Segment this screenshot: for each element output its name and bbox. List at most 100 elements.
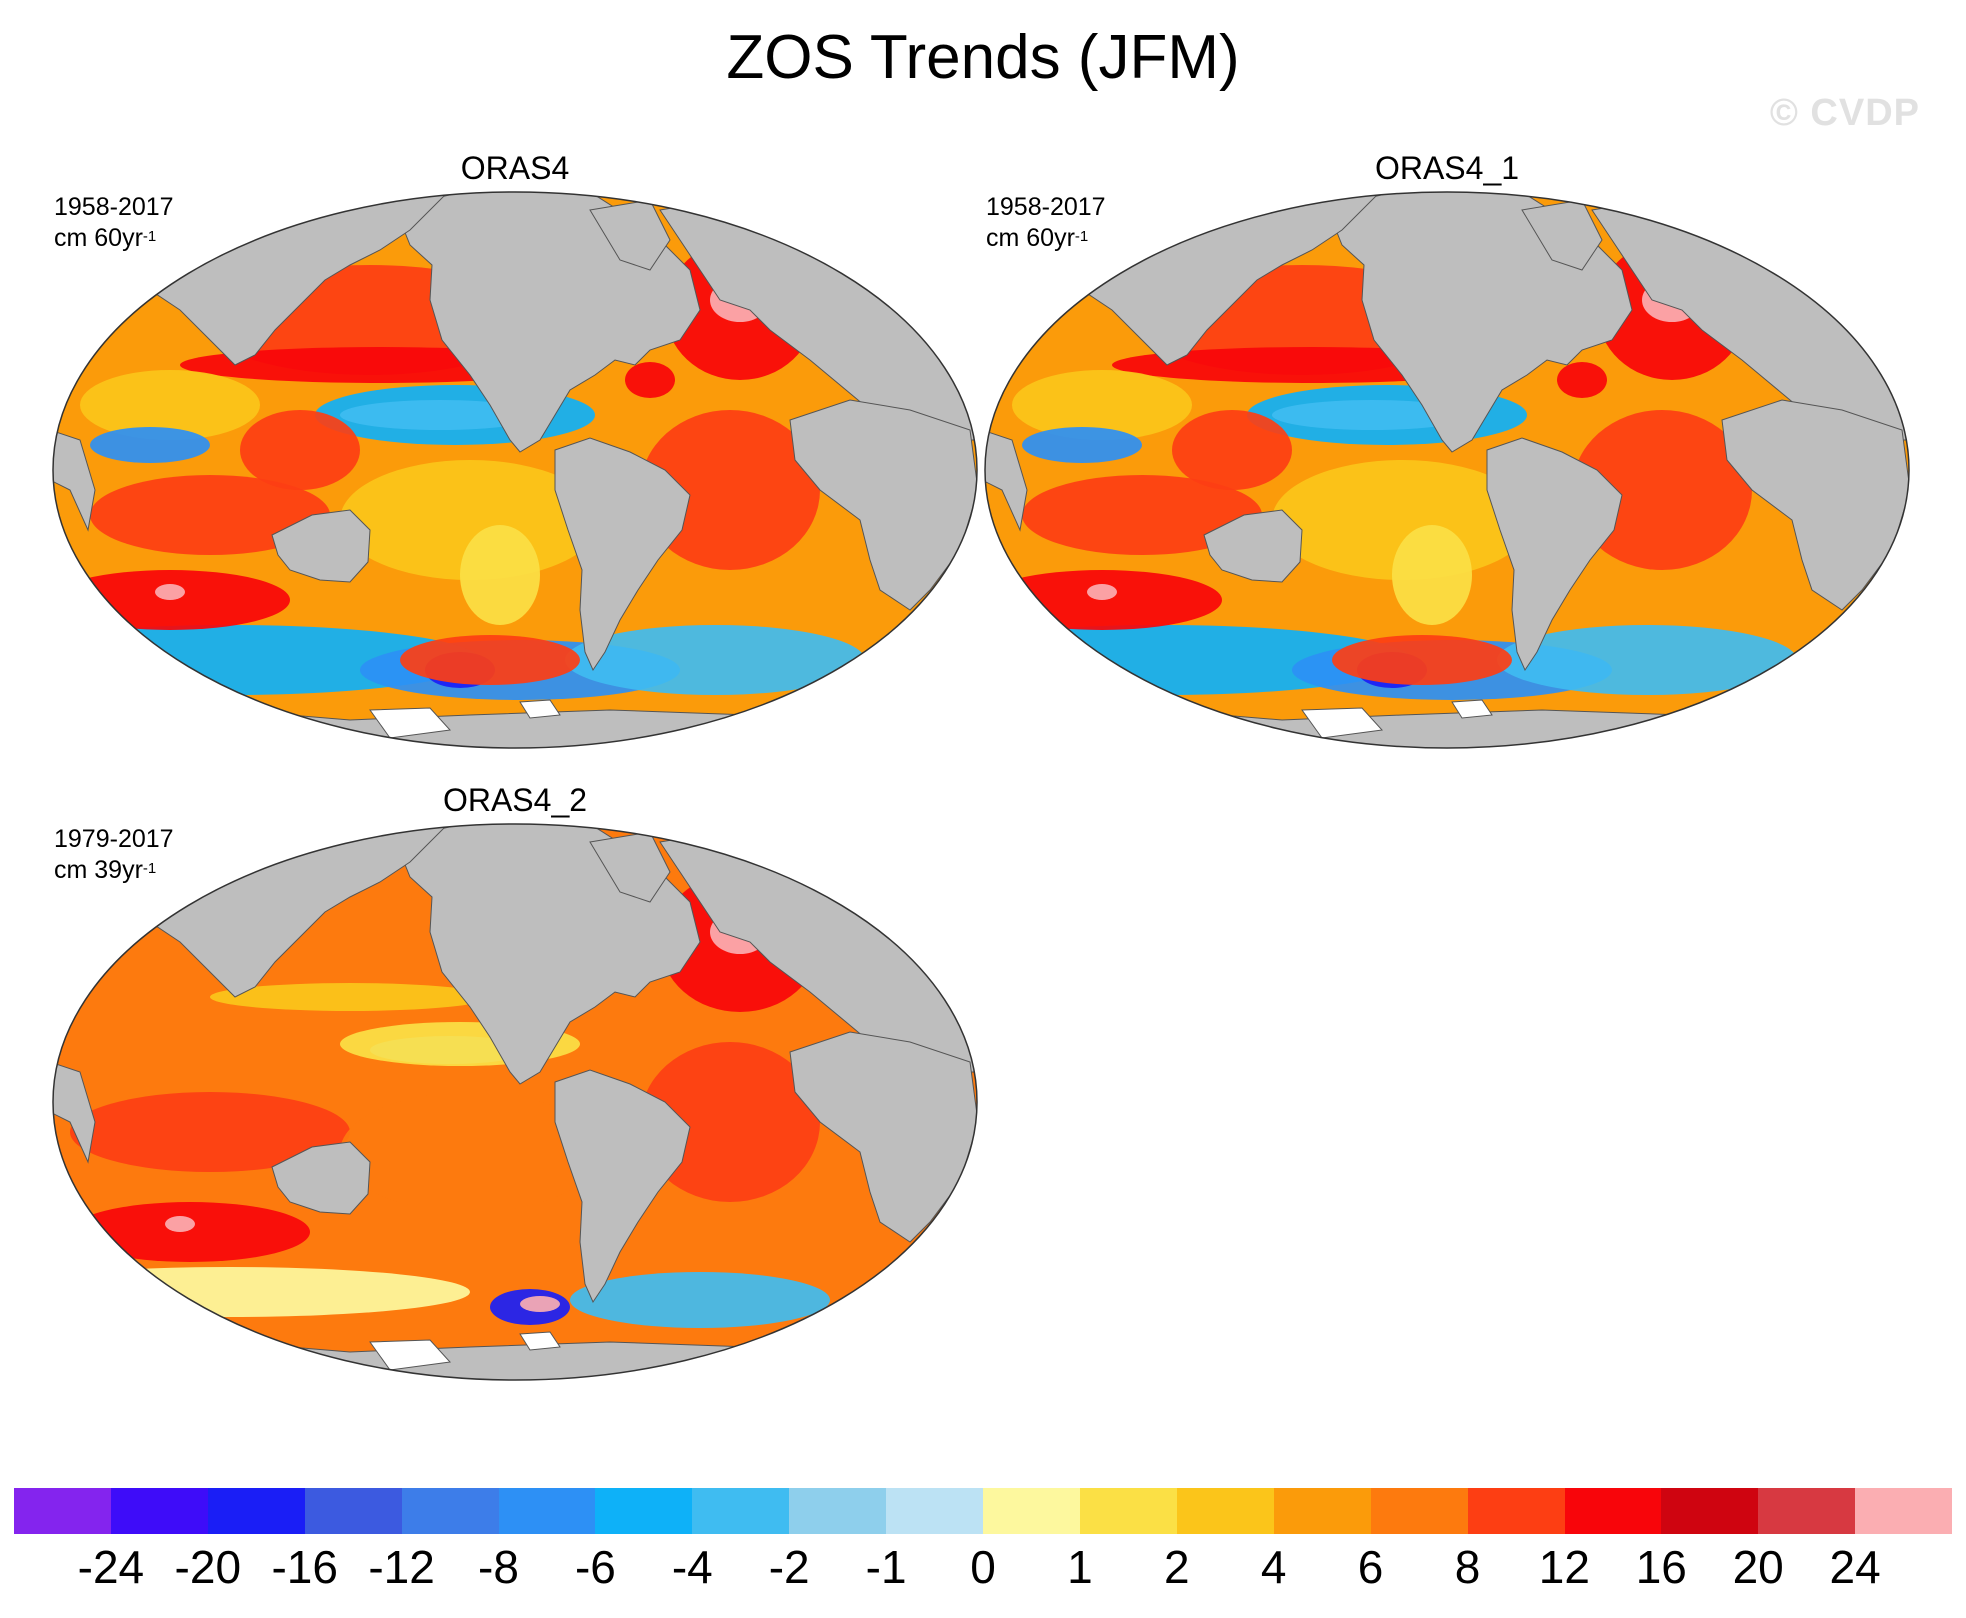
land-africa [985, 399, 1909, 611]
colorbar-tick-label: 4 [1260, 1541, 1287, 1593]
colorbar-cell [886, 1488, 984, 1534]
colorbar-tick-label: 20 [1732, 1541, 1784, 1593]
colorbar-tick-label: -12 [368, 1541, 435, 1593]
world-map [52, 823, 978, 1381]
trend-anomaly [70, 1092, 350, 1172]
trend-anomaly [1022, 427, 1142, 463]
land-australia [1203, 509, 1303, 583]
trend-anomaly [90, 427, 210, 463]
colorbar-cell [789, 1488, 887, 1534]
trend-anomaly [155, 584, 185, 600]
colorbar-tick-label: -20 [174, 1541, 242, 1593]
world-map [52, 191, 978, 749]
panel-unit: cm 60yr-1 [986, 224, 1089, 252]
map-panel-oras4-2: ORAS4_2 1979-2017 cm 39yr-1 [50, 782, 980, 1397]
colorbar-tick-label: 8 [1454, 1541, 1481, 1593]
trend-anomaly [165, 1216, 195, 1232]
colorbar-cell [14, 1488, 111, 1534]
colorbar-tick-label: -1 [865, 1541, 907, 1593]
trend-anomaly [210, 983, 490, 1011]
trend-anomaly [640, 410, 820, 570]
colorbar-tick-label: -8 [478, 1541, 519, 1593]
colorbar-cell [692, 1488, 790, 1534]
colorbar-cell [1661, 1488, 1759, 1534]
colorbar-tick-label: -2 [768, 1541, 810, 1593]
cvdp-watermark: © CVDP [1769, 92, 1920, 134]
trend-anomaly [340, 400, 540, 430]
colorbar-cell [401, 1488, 499, 1534]
colorbar-tick-label: 16 [1635, 1541, 1687, 1593]
trend-anomaly [1332, 635, 1512, 685]
trend-anomaly [1172, 410, 1292, 490]
colorbar-tick-label: 12 [1538, 1541, 1590, 1593]
panel-unit: cm 60yr-1 [54, 224, 157, 252]
trend-anomaly [340, 460, 600, 580]
ice-shelf [369, 1331, 561, 1371]
colorbar-cell [1370, 1488, 1468, 1534]
trend-anomaly [400, 635, 580, 685]
trend-anomaly [1022, 475, 1262, 555]
colorbar-tick-label: 24 [1829, 1541, 1881, 1593]
land-africa [53, 399, 977, 611]
colorbar-cell [983, 1488, 1080, 1534]
map-panel-oras4-1: ORAS4_1 1958-2017 cm 60yr-1 [982, 150, 1912, 765]
trend-anomaly [70, 1202, 310, 1262]
trend-anomaly [1392, 525, 1472, 625]
land-south-america [554, 437, 691, 672]
trend-anomaly [1557, 362, 1607, 398]
colorbar-labels: -24 -20 -16 -12 -8 -6 -4 -2 -1 0 1 2 4 6 8 12 16 20 24 [14, 1538, 1952, 1598]
trend-anomaly [1012, 370, 1192, 440]
colorbar-tick-label: 6 [1357, 1541, 1384, 1593]
land-south-america [554, 1069, 691, 1304]
colorbar-tick-label: 2 [1164, 1541, 1190, 1593]
map-border [52, 191, 978, 749]
land-australia [271, 1141, 371, 1215]
trend-anomaly [80, 370, 260, 440]
land-south-america [1486, 437, 1623, 672]
ice-shelf [369, 699, 561, 739]
colorbar-cell [304, 1488, 402, 1534]
colorbar-cell [110, 1488, 208, 1534]
colorbar-cell [1564, 1488, 1662, 1534]
colorbar-cell [595, 1488, 693, 1534]
figure-title: ZOS Trends (JFM) [726, 23, 1240, 92]
map-border [984, 191, 1910, 749]
colorbar-tick-label: -6 [574, 1541, 616, 1593]
trend-anomaly [90, 475, 330, 555]
colorbar-tick-label: -16 [271, 1541, 338, 1593]
colorbar-cell [1079, 1488, 1177, 1534]
colorbar [14, 1488, 1953, 1534]
trend-anomaly [1572, 410, 1752, 570]
panel-title: ORAS4 [460, 150, 570, 186]
land-australia [271, 509, 371, 583]
trend-anomaly [460, 525, 540, 625]
trend-anomaly [625, 362, 675, 398]
trend-anomaly [340, 1092, 600, 1212]
colorbar-cell [207, 1488, 305, 1534]
trend-anomaly [1087, 584, 1117, 600]
colorbar-cell [1855, 1488, 1953, 1534]
map-border [52, 823, 978, 1381]
trend-anomaly [570, 1272, 830, 1328]
colorbar-tick-label: 1 [1067, 1541, 1093, 1593]
panel-period: 1979-2017 [54, 825, 174, 853]
map-panel-oras4: ORAS4 1958-2017 cm 60yr-1 [50, 150, 980, 765]
panel-title: ORAS4_1 [1374, 150, 1520, 186]
panel-period: 1958-2017 [54, 193, 174, 221]
colorbar-tick-label: 0 [970, 1541, 996, 1593]
trend-anomaly [640, 1042, 820, 1202]
colorbar-tick-label: -4 [671, 1541, 713, 1593]
panel-period: 1958-2017 [986, 193, 1106, 221]
trend-anomaly [240, 410, 360, 490]
trend-anomaly [1272, 400, 1472, 430]
panel-title: ORAS4_2 [442, 782, 588, 818]
colorbar-cell [1273, 1488, 1371, 1534]
trend-anomaly [520, 1296, 560, 1312]
colorbar-cell [1758, 1488, 1856, 1534]
colorbar-cell [498, 1488, 596, 1534]
colorbar-cell [1176, 1488, 1274, 1534]
panel-unit: cm 39yr-1 [54, 856, 157, 884]
colorbar-cell [1467, 1488, 1565, 1534]
trend-anomaly [565, 625, 865, 695]
world-map [984, 191, 1910, 749]
